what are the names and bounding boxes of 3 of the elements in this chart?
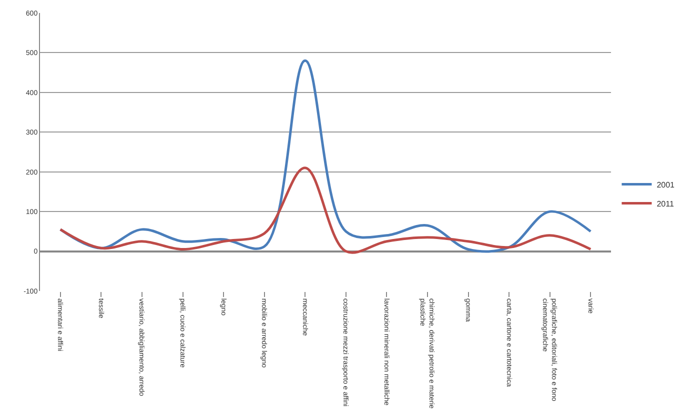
line-series xyxy=(59,166,592,254)
legend-label: 2011 xyxy=(656,199,674,208)
legend-label: 2001 xyxy=(656,180,676,190)
